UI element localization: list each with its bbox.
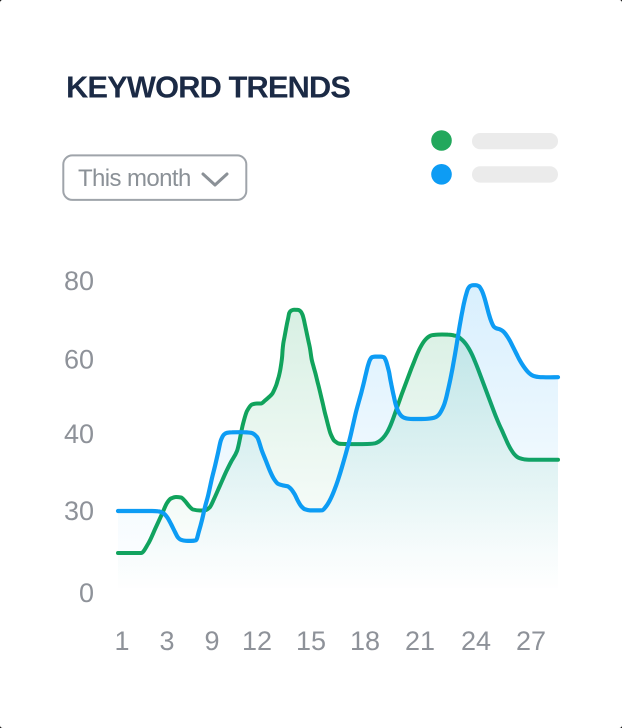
svg-text:27: 27 [516, 626, 546, 656]
svg-text:30: 30 [64, 496, 94, 526]
svg-text:1: 1 [114, 626, 129, 656]
svg-text:24: 24 [461, 626, 491, 656]
svg-text:40: 40 [64, 419, 94, 449]
svg-text:60: 60 [64, 345, 94, 375]
svg-text:12: 12 [242, 626, 272, 656]
svg-text:This month: This month [78, 165, 191, 192]
svg-text:18: 18 [350, 626, 380, 656]
svg-text:80: 80 [64, 266, 94, 296]
svg-text:3: 3 [159, 626, 174, 656]
svg-text:KEYWORD TRENDS: KEYWORD TRENDS [66, 70, 350, 105]
svg-text:0: 0 [79, 578, 94, 608]
svg-text:15: 15 [296, 626, 326, 656]
svg-text:21: 21 [405, 626, 435, 656]
svg-text:9: 9 [204, 626, 219, 656]
